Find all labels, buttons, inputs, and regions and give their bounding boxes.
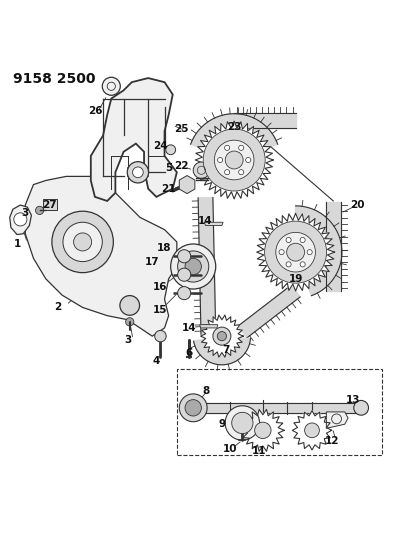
Polygon shape	[191, 114, 278, 149]
FancyBboxPatch shape	[43, 199, 57, 210]
Text: 22: 22	[174, 161, 188, 171]
Circle shape	[255, 422, 271, 439]
Text: 14: 14	[182, 323, 196, 333]
Circle shape	[74, 233, 92, 251]
Polygon shape	[194, 337, 250, 365]
Circle shape	[127, 161, 148, 183]
Text: 3: 3	[22, 208, 29, 218]
Text: 18: 18	[157, 243, 172, 253]
Text: 20: 20	[350, 200, 364, 210]
Text: 12: 12	[325, 435, 340, 446]
Circle shape	[178, 251, 209, 282]
Circle shape	[120, 296, 140, 315]
Text: 23: 23	[227, 122, 241, 132]
Polygon shape	[195, 121, 273, 199]
Polygon shape	[200, 325, 218, 328]
Text: 7: 7	[222, 345, 230, 356]
Circle shape	[185, 259, 201, 274]
Circle shape	[185, 400, 201, 416]
Circle shape	[224, 169, 230, 175]
Circle shape	[225, 151, 243, 169]
Circle shape	[225, 406, 260, 440]
Text: 15: 15	[153, 304, 168, 314]
Circle shape	[276, 232, 315, 272]
Circle shape	[239, 169, 244, 175]
Text: 8: 8	[202, 386, 209, 397]
Polygon shape	[326, 202, 341, 291]
Text: 10: 10	[223, 444, 237, 454]
Circle shape	[232, 413, 253, 434]
Circle shape	[178, 249, 191, 263]
Text: 9158 2500: 9158 2500	[13, 72, 95, 86]
Text: 21: 21	[162, 184, 176, 193]
Circle shape	[14, 213, 27, 226]
Polygon shape	[25, 176, 177, 336]
Circle shape	[217, 332, 226, 341]
Circle shape	[213, 327, 231, 345]
Circle shape	[52, 211, 113, 273]
Polygon shape	[10, 205, 31, 235]
Polygon shape	[204, 222, 223, 225]
Text: 14: 14	[198, 216, 213, 227]
Circle shape	[300, 237, 305, 243]
Circle shape	[178, 268, 191, 281]
Polygon shape	[179, 175, 195, 193]
Circle shape	[63, 222, 102, 262]
Text: 13: 13	[346, 394, 360, 405]
Circle shape	[179, 394, 207, 422]
Circle shape	[286, 237, 291, 243]
Polygon shape	[242, 409, 284, 451]
Text: 3: 3	[124, 335, 131, 345]
Circle shape	[126, 318, 134, 326]
Polygon shape	[238, 285, 300, 338]
Text: 11: 11	[252, 446, 266, 456]
Text: 6: 6	[185, 348, 193, 358]
Polygon shape	[296, 206, 342, 296]
Polygon shape	[257, 213, 335, 291]
Polygon shape	[292, 411, 332, 450]
Circle shape	[239, 146, 244, 150]
Circle shape	[307, 249, 312, 255]
Text: 19: 19	[289, 274, 303, 284]
Text: 4: 4	[152, 356, 160, 366]
Circle shape	[35, 206, 44, 214]
Polygon shape	[91, 78, 177, 201]
Circle shape	[102, 77, 120, 95]
Circle shape	[193, 162, 210, 179]
Circle shape	[166, 145, 175, 155]
Polygon shape	[234, 113, 296, 127]
Text: 25: 25	[174, 124, 188, 134]
Circle shape	[203, 129, 265, 191]
Text: 5: 5	[165, 163, 172, 173]
Polygon shape	[201, 315, 243, 357]
Circle shape	[133, 167, 143, 177]
Circle shape	[155, 330, 166, 342]
Circle shape	[215, 140, 254, 180]
Circle shape	[265, 221, 327, 283]
Circle shape	[171, 244, 216, 289]
Circle shape	[354, 400, 369, 415]
Text: 2: 2	[54, 302, 62, 312]
Text: 27: 27	[42, 200, 57, 210]
Circle shape	[279, 249, 284, 255]
Polygon shape	[198, 198, 216, 334]
Circle shape	[224, 146, 230, 150]
Text: 9: 9	[218, 419, 226, 429]
Circle shape	[305, 423, 319, 438]
Text: 16: 16	[153, 282, 168, 292]
Circle shape	[300, 262, 305, 267]
Text: 26: 26	[88, 106, 102, 116]
Circle shape	[217, 157, 223, 163]
Text: 1: 1	[14, 239, 21, 249]
Text: 17: 17	[145, 257, 159, 268]
Circle shape	[286, 262, 291, 267]
Circle shape	[286, 243, 305, 261]
Circle shape	[178, 287, 191, 300]
Polygon shape	[326, 412, 348, 429]
Circle shape	[246, 157, 251, 163]
Text: 24: 24	[153, 141, 168, 151]
